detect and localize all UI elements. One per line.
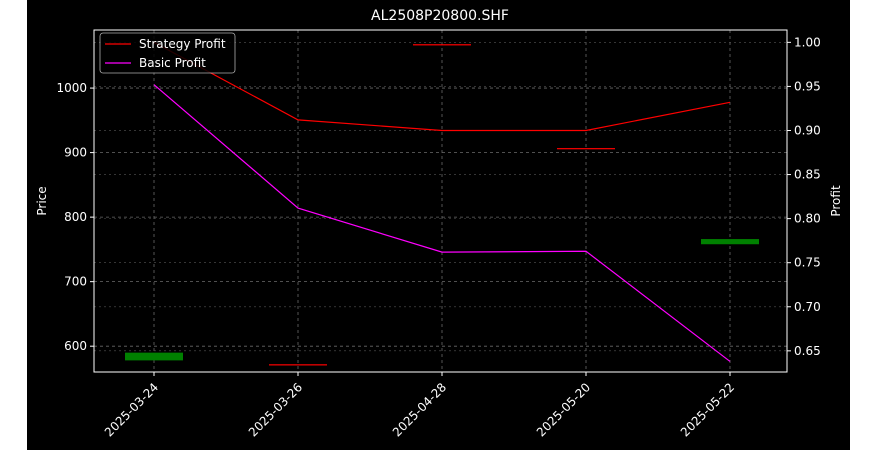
x-tick-label: 2025-05-22 — [678, 380, 737, 439]
x-tick-label: 2025-05-20 — [534, 380, 593, 439]
y-left-tick-label: 700 — [64, 275, 87, 289]
y-right-tick-label: 0.95 — [794, 79, 821, 93]
chart-figure: 2025-03-24 2025-03-26 2025-04-28 2025-05-20… — [27, 0, 850, 450]
grid-lines — [94, 30, 787, 372]
legend-label: Basic Profit — [139, 56, 206, 70]
y-axis-left: 600 700 800 900 1000 — [56, 81, 94, 353]
y-right-tick-label: 0.65 — [794, 344, 821, 358]
y-left-tick-label: 1000 — [56, 81, 87, 95]
series-line-1 — [153, 41, 731, 132]
y-right-tick-label: 1.00 — [794, 35, 821, 49]
candle-body — [413, 44, 471, 46]
y-left-tick-label: 800 — [64, 210, 87, 224]
candle-body — [557, 148, 615, 150]
y-right-tick-label: 0.70 — [794, 300, 821, 314]
legend-box — [99, 32, 236, 74]
chart-title: AL2508P20800.SHF — [371, 8, 509, 24]
y-right-tick-label: 0.90 — [794, 123, 821, 137]
candle-body — [125, 352, 183, 361]
y-axis-right-label: Profit — [829, 185, 843, 217]
legend-label: Strategy Profit — [139, 37, 226, 51]
y-right-tick-label: 0.80 — [794, 212, 821, 226]
x-tick-label: 2025-03-26 — [246, 380, 305, 439]
candle-body — [701, 239, 759, 245]
candles — [125, 44, 759, 366]
y-right-tick-label: 0.85 — [794, 168, 821, 182]
x-tick-label: 2025-04-28 — [390, 380, 449, 439]
y-left-tick-label: 900 — [64, 146, 87, 160]
candle-body — [269, 364, 327, 366]
x-axis: 2025-03-24 2025-03-26 2025-04-28 2025-05-20… — [102, 372, 737, 439]
y-right-tick-label: 0.75 — [794, 256, 821, 270]
y-axis-left-label: Price — [35, 186, 49, 215]
chart-svg: 2025-03-24 2025-03-26 2025-04-28 2025-05-20… — [35, 8, 843, 439]
x-tick-label: 2025-03-24 — [102, 380, 161, 439]
y-left-tick-label: 600 — [64, 339, 87, 353]
legend: Strategy Profit Basic Profit — [99, 32, 236, 74]
y-axis-right: 0.65 0.70 0.75 0.80 0.85 0.90 0.95 1.00 — [787, 35, 821, 358]
series-lines — [153, 41, 731, 362]
plot-frame — [93, 29, 788, 373]
series-line-2 — [153, 84, 731, 362]
